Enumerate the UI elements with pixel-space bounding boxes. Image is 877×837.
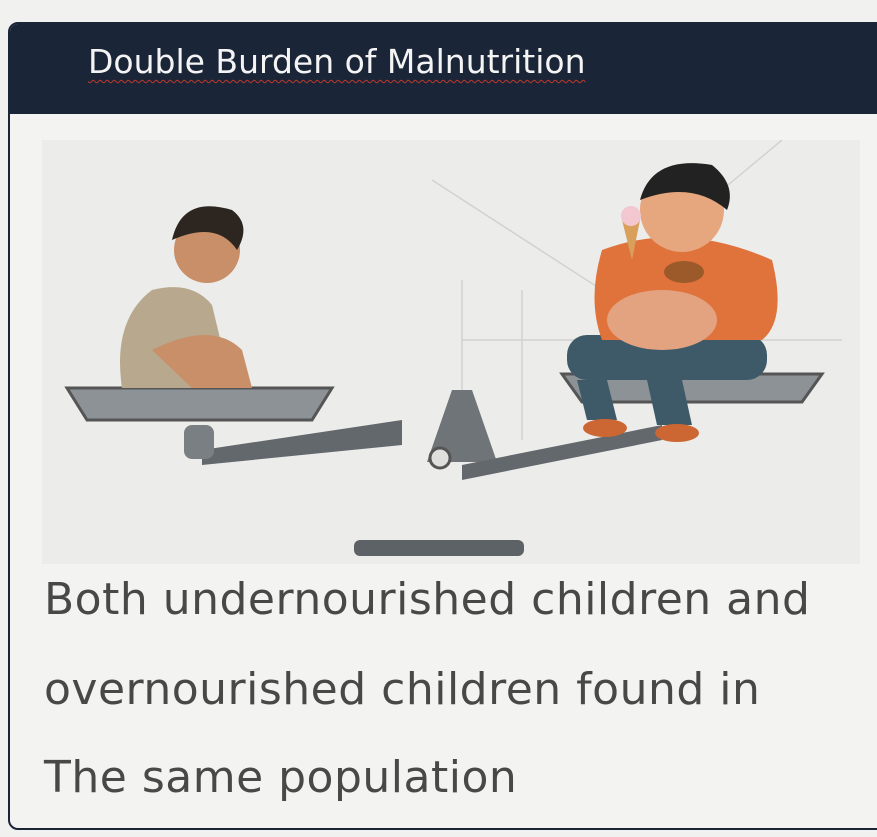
pivot <box>430 448 450 468</box>
body-line: The same population <box>44 752 517 803</box>
left-bracket <box>184 425 214 459</box>
body-line: overnourished children found in <box>44 664 760 715</box>
body-line: Both undernourished children and <box>44 574 810 625</box>
base <box>354 540 524 556</box>
page: Double Burden of Malnutrition <box>0 0 877 837</box>
left-pan <box>67 388 332 420</box>
slide-card: Double Burden of Malnutrition <box>8 22 877 830</box>
title: Double Burden of Malnutrition <box>88 42 586 81</box>
illustration <box>42 140 860 564</box>
header-bar: Double Burden of Malnutrition <box>10 24 877 114</box>
